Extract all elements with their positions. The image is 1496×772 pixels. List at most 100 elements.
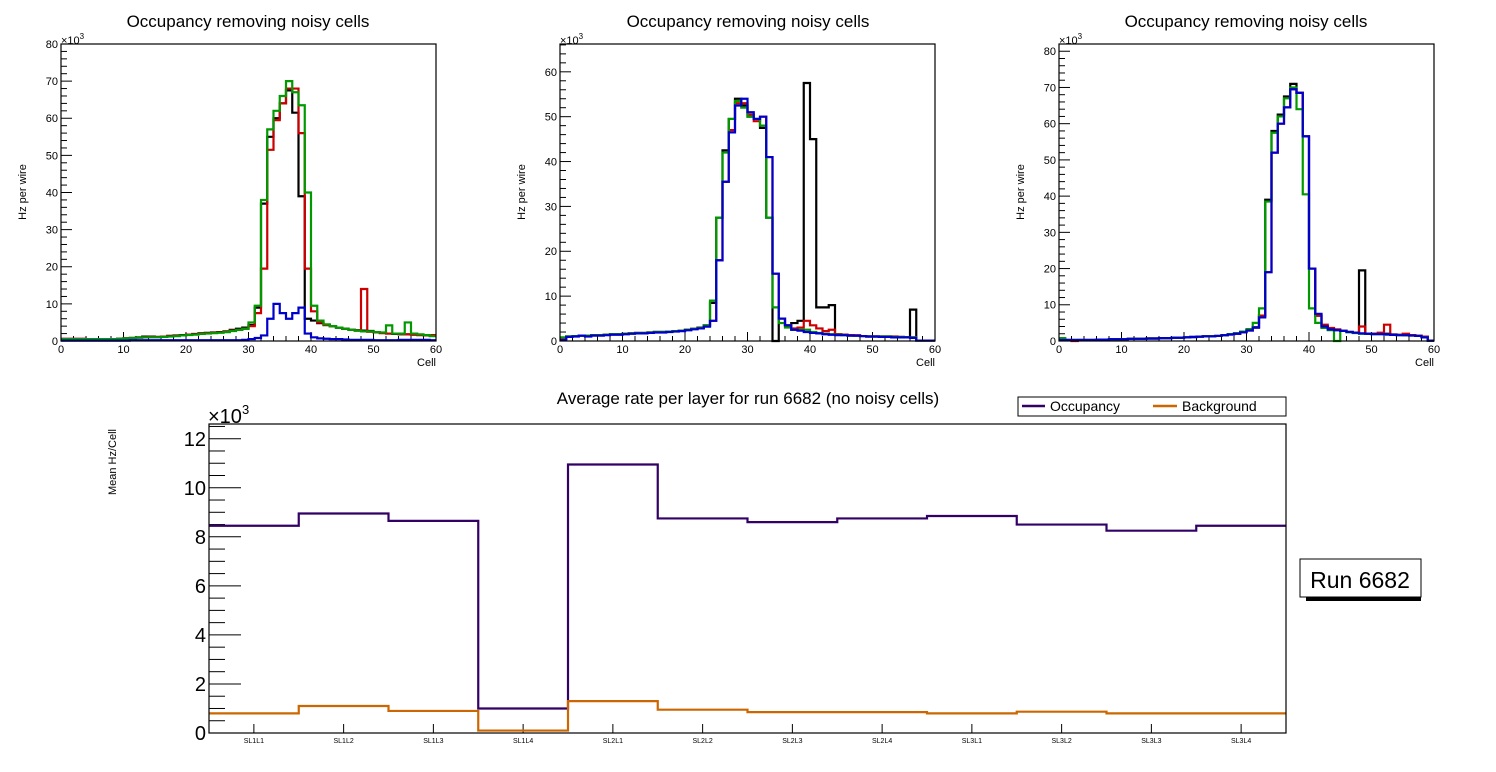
x-tick-label: 0 [557, 344, 563, 356]
y-tick-label: 10 [46, 299, 58, 311]
legend-label-background: Background [1182, 398, 1257, 414]
x-tick-label: 50 [866, 344, 878, 356]
x-tick-label: SL3L4 [1231, 738, 1251, 745]
series-line-black [560, 81, 935, 343]
y-tick-label: 50 [545, 112, 557, 124]
y-tick-label: 12 [184, 429, 206, 451]
series-line-background [209, 700, 1286, 732]
y-tick-label: 30 [1044, 227, 1056, 239]
y-exponent: ×103 [208, 402, 249, 428]
x-tick-label: 60 [929, 344, 941, 356]
panel-title: Occupancy removing noisy cells [627, 12, 870, 31]
run-label: Run 6682 [1310, 567, 1410, 593]
series-line-green [560, 99, 935, 342]
y-tick-label: 10 [184, 478, 206, 500]
series-line-blue [1059, 88, 1434, 342]
series-line-red [61, 87, 436, 341]
x-tick-label: 20 [180, 344, 192, 356]
x-tick-label: SL1L2 [334, 738, 354, 745]
y-tick-label: 70 [1044, 82, 1056, 94]
x-tick-label: SL3L3 [1141, 738, 1161, 745]
y-tick-label: 60 [545, 67, 557, 79]
y-axis-label: Mean Hz/Cell [107, 429, 119, 495]
series-line-black [61, 89, 436, 341]
legend-label-occupancy: Occupancy [1050, 398, 1120, 414]
y-tick-label: 4 [195, 625, 206, 647]
x-tick-label: 30 [242, 344, 254, 356]
run-box: Run 6682 [1299, 558, 1422, 601]
y-tick-label: 10 [1044, 300, 1056, 312]
y-tick-label: 20 [545, 246, 557, 258]
y-tick-label: 40 [545, 157, 557, 169]
y-tick-label: 60 [46, 113, 58, 125]
y-axis-label: Hz per wire [1015, 164, 1027, 220]
x-axis-label: Cell [916, 357, 935, 369]
x-tick-label: 10 [1115, 344, 1127, 356]
y-tick-label: 0 [195, 723, 206, 745]
x-tick-label: 30 [1240, 344, 1252, 356]
x-tick-label: 0 [1056, 344, 1062, 356]
y-tick-label: 0 [52, 336, 58, 348]
x-tick-label: 30 [741, 344, 753, 356]
panel-bottom: Average rate per layer for run 6682 (no … [107, 389, 1422, 745]
x-tick-label: 0 [58, 344, 64, 356]
series-line-green [61, 80, 436, 341]
y-exponent: ×103 [1059, 32, 1083, 47]
x-axis-label: Cell [1415, 357, 1434, 369]
y-tick-label: 60 [1044, 119, 1056, 131]
y-tick-label: 0 [551, 336, 557, 348]
series-line-red [1059, 88, 1434, 343]
x-tick-label: SL1L1 [244, 738, 264, 745]
y-tick-label: 20 [1044, 264, 1056, 276]
legend-box [1017, 396, 1287, 417]
x-tick-label: 60 [1428, 344, 1440, 356]
x-tick-label: 10 [117, 344, 129, 356]
panel-top-left: Occupancy removing noisy cells Hz per wi… [17, 12, 442, 369]
plot-frame [559, 43, 936, 342]
x-tick-label: 40 [1303, 344, 1315, 356]
panel-title: Average rate per layer for run 6682 (no … [557, 389, 939, 408]
panel-title: Occupancy removing noisy cells [1125, 12, 1368, 31]
x-tick-label: SL2L3 [782, 738, 802, 745]
y-tick-label: 30 [545, 201, 557, 213]
y-tick-label: 40 [1044, 191, 1056, 203]
y-axis-label: Hz per wire [17, 164, 29, 220]
y-tick-label: 70 [46, 76, 58, 88]
y-tick-label: 10 [545, 291, 557, 303]
series-line-blue [61, 302, 436, 342]
y-tick-label: 30 [46, 225, 58, 237]
run-box-frame [1299, 558, 1422, 598]
y-tick-label: 80 [46, 39, 58, 51]
y-tick-label: 6 [195, 576, 206, 598]
x-tick-label: 50 [367, 344, 379, 356]
x-tick-label: SL2L2 [693, 738, 713, 745]
series-line-red [560, 102, 935, 342]
y-tick-label: 80 [1044, 46, 1056, 58]
x-tick-label: 40 [305, 344, 317, 356]
plot-frame [1058, 43, 1435, 342]
y-tick-label: 40 [46, 187, 58, 199]
panel-title: Occupancy removing noisy cells [127, 12, 370, 31]
x-tick-label: SL1L4 [513, 738, 533, 745]
y-tick-label: 50 [46, 150, 58, 162]
x-tick-label: SL1L3 [423, 738, 443, 745]
y-axis-label: Hz per wire [516, 164, 528, 220]
x-tick-label: 60 [430, 344, 442, 356]
panel-top-center: Occupancy removing noisy cells Hz per wi… [516, 12, 941, 369]
x-tick-label: 40 [804, 344, 816, 356]
series-line-occupancy [209, 463, 1286, 710]
series-line-blue [560, 97, 935, 342]
y-tick-label: 8 [195, 527, 206, 549]
x-tick-label: 20 [1178, 344, 1190, 356]
y-tick-label: 50 [1044, 155, 1056, 167]
x-tick-label: 20 [679, 344, 691, 356]
x-axis-label: Cell [417, 357, 436, 369]
y-tick-label: 2 [195, 674, 206, 696]
x-tick-label: SL3L2 [1052, 738, 1072, 745]
x-tick-label: SL2L4 [872, 738, 892, 745]
plot-frame [208, 423, 1287, 734]
x-tick-label: 50 [1365, 344, 1377, 356]
plot-frame [60, 43, 437, 342]
legend: Occupancy Background [1017, 396, 1287, 417]
